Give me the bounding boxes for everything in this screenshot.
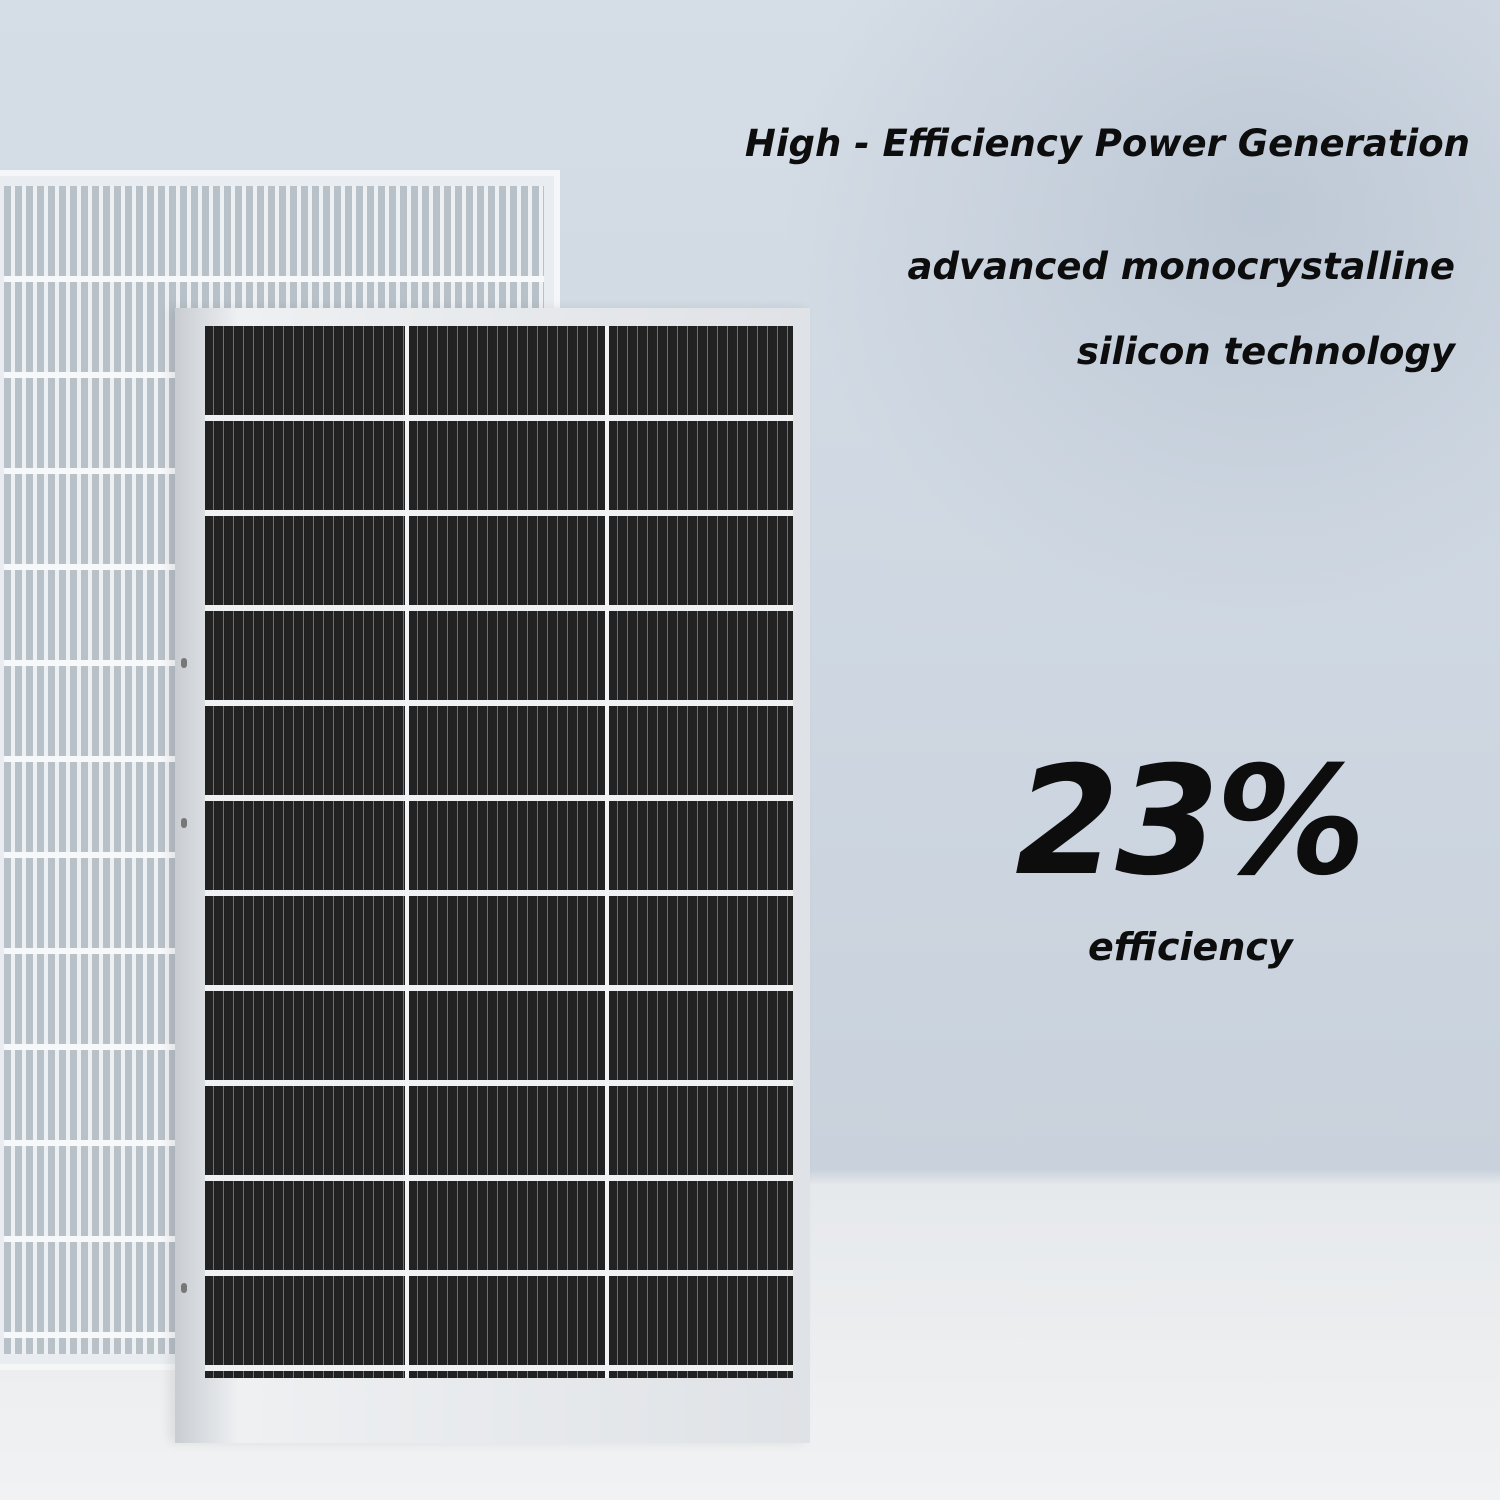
headline: High - Efficiency Power Generation: [744, 122, 1470, 165]
leaf-shadow: [700, 0, 1500, 700]
front-solar-panel: [175, 308, 810, 1443]
mount-hole: [181, 658, 187, 668]
mount-hole: [181, 818, 187, 828]
efficiency-value: 23%: [1015, 735, 1366, 909]
subline-2: silicon technology: [1076, 330, 1455, 373]
cell-section-right: [609, 326, 793, 1378]
cell-section-left: [205, 326, 405, 1378]
front-panel-cells: [205, 326, 793, 1378]
subline-1: advanced monocrystalline: [907, 245, 1455, 288]
cell-section-middle: [409, 326, 605, 1378]
mount-hole: [181, 1283, 187, 1293]
efficiency-label: efficiency: [1088, 925, 1293, 969]
